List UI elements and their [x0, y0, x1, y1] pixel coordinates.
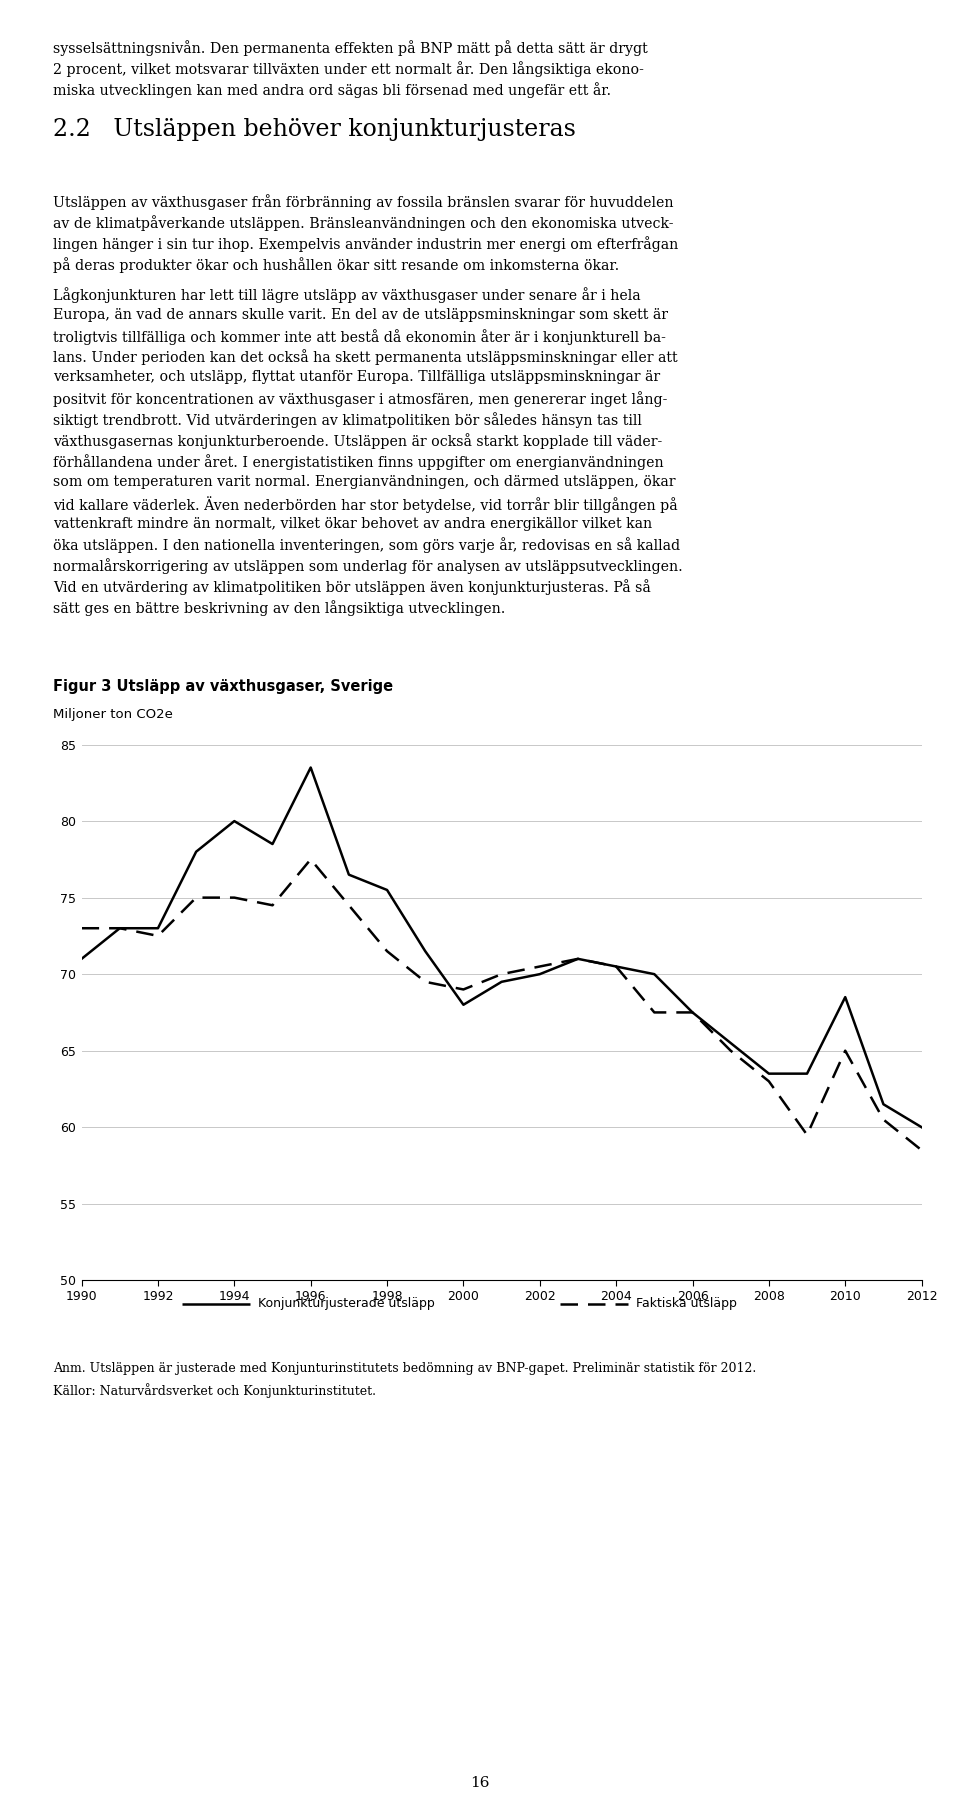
Text: lingen hänger i sin tur ihop. Exempelvis använder industrin mer energi om efterf: lingen hänger i sin tur ihop. Exempelvis… — [53, 236, 678, 252]
Text: verksamheter, och utsläpp, flyttat utanför Europa. Tillfälliga utsläppsminskning: verksamheter, och utsläpp, flyttat utanf… — [53, 370, 660, 385]
Text: Faktiska utsläpp: Faktiska utsläpp — [636, 1297, 737, 1311]
Text: Europa, än vad de annars skulle varit. En del av de utsläppsminskningar som sket: Europa, än vad de annars skulle varit. E… — [53, 307, 668, 321]
Text: Källor: Naturvårdsverket och Konjunkturinstitutet.: Källor: Naturvårdsverket och Konjunkturi… — [53, 1384, 375, 1398]
Text: Anm. Utsläppen är justerade med Konjunturinstitutets bedömning av BNP-gapet. Pre: Anm. Utsläppen är justerade med Konjuntu… — [53, 1362, 756, 1375]
Text: normalårskorrigering av utsläppen som underlag för analysen av utsläppsutvecklin: normalårskorrigering av utsläppen som un… — [53, 559, 683, 574]
Text: Vid en utvärdering av klimatpolitiken bör utsläppen även konjunkturjusteras. På : Vid en utvärdering av klimatpolitiken bö… — [53, 579, 651, 596]
Text: Konjunkturjusterade utsläpp: Konjunkturjusterade utsläpp — [258, 1297, 435, 1311]
Text: vattenkraft mindre än normalt, vilket ökar behovet av andra energikällor vilket : vattenkraft mindre än normalt, vilket ök… — [53, 516, 652, 530]
Text: öka utsläppen. I den nationella inventeringen, som görs varje år, redovisas en s: öka utsläppen. I den nationella inventer… — [53, 538, 680, 554]
Text: sysselsättningsnivån. Den permanenta effekten på BNP mätt på detta sätt är drygt: sysselsättningsnivån. Den permanenta eff… — [53, 40, 648, 56]
Text: Figur 3 Utsläpp av växthusgaser, Sverige: Figur 3 Utsläpp av växthusgaser, Sverige — [53, 679, 393, 694]
Text: Lågkonjunkturen har lett till lägre utsläpp av växthusgaser under senare år i he: Lågkonjunkturen har lett till lägre utsl… — [53, 287, 640, 303]
Text: växthusgasernas konjunkturberoende. Utsläppen är också starkt kopplade till väde: växthusgasernas konjunkturberoende. Utsl… — [53, 432, 662, 449]
Text: siktigt trendbrott. Vid utvärderingen av klimatpolitiken bör således hänsyn tas : siktigt trendbrott. Vid utvärderingen av… — [53, 412, 641, 429]
Text: miska utvecklingen kan med andra ord sägas bli försenad med ungefär ett år.: miska utvecklingen kan med andra ord säg… — [53, 82, 611, 98]
Text: 16: 16 — [470, 1776, 490, 1791]
Text: vid kallare väderlek. Även nederbörden har stor betydelse, vid torrår blir tillg: vid kallare väderlek. Även nederbörden h… — [53, 496, 678, 512]
Text: 2.2   Utsläppen behöver konjunkturjusteras: 2.2 Utsläppen behöver konjunkturjusteras — [53, 118, 576, 142]
Text: sätt ges en bättre beskrivning av den långsiktiga utvecklingen.: sätt ges en bättre beskrivning av den lå… — [53, 599, 505, 616]
Text: 2 procent, vilket motsvarar tillväxten under ett normalt år. Den långsiktiga eko: 2 procent, vilket motsvarar tillväxten u… — [53, 60, 643, 76]
Text: positvit för koncentrationen av växthusgaser i atmosfären, men genererar inget l: positvit för koncentrationen av växthusg… — [53, 390, 667, 407]
Text: Miljoner ton CO2e: Miljoner ton CO2e — [53, 708, 173, 721]
Text: Utsläppen av växthusgaser från förbränning av fossila bränslen svarar för huvudd: Utsläppen av växthusgaser från förbränni… — [53, 194, 673, 211]
Text: lans. Under perioden kan det också ha skett permanenta utsläppsminskningar eller: lans. Under perioden kan det också ha sk… — [53, 349, 678, 365]
Text: troligtvis tillfälliga och kommer inte att bestå då ekonomin åter är i konjunktu: troligtvis tillfälliga och kommer inte a… — [53, 329, 665, 345]
Text: av de klimatpåverkande utsläppen. Bränsleanvändningen och den ekonomiska utveck-: av de klimatpåverkande utsläppen. Bränsl… — [53, 214, 673, 231]
Text: på deras produkter ökar och hushållen ökar sitt resande om inkomsterna ökar.: på deras produkter ökar och hushållen ök… — [53, 256, 619, 272]
Text: som om temperaturen varit normal. Energianvändningen, och därmed utsläppen, ökar: som om temperaturen varit normal. Energi… — [53, 474, 675, 489]
Text: förhållandena under året. I energistatistiken finns uppgifter om energianvändnin: förhållandena under året. I energistatis… — [53, 454, 663, 470]
